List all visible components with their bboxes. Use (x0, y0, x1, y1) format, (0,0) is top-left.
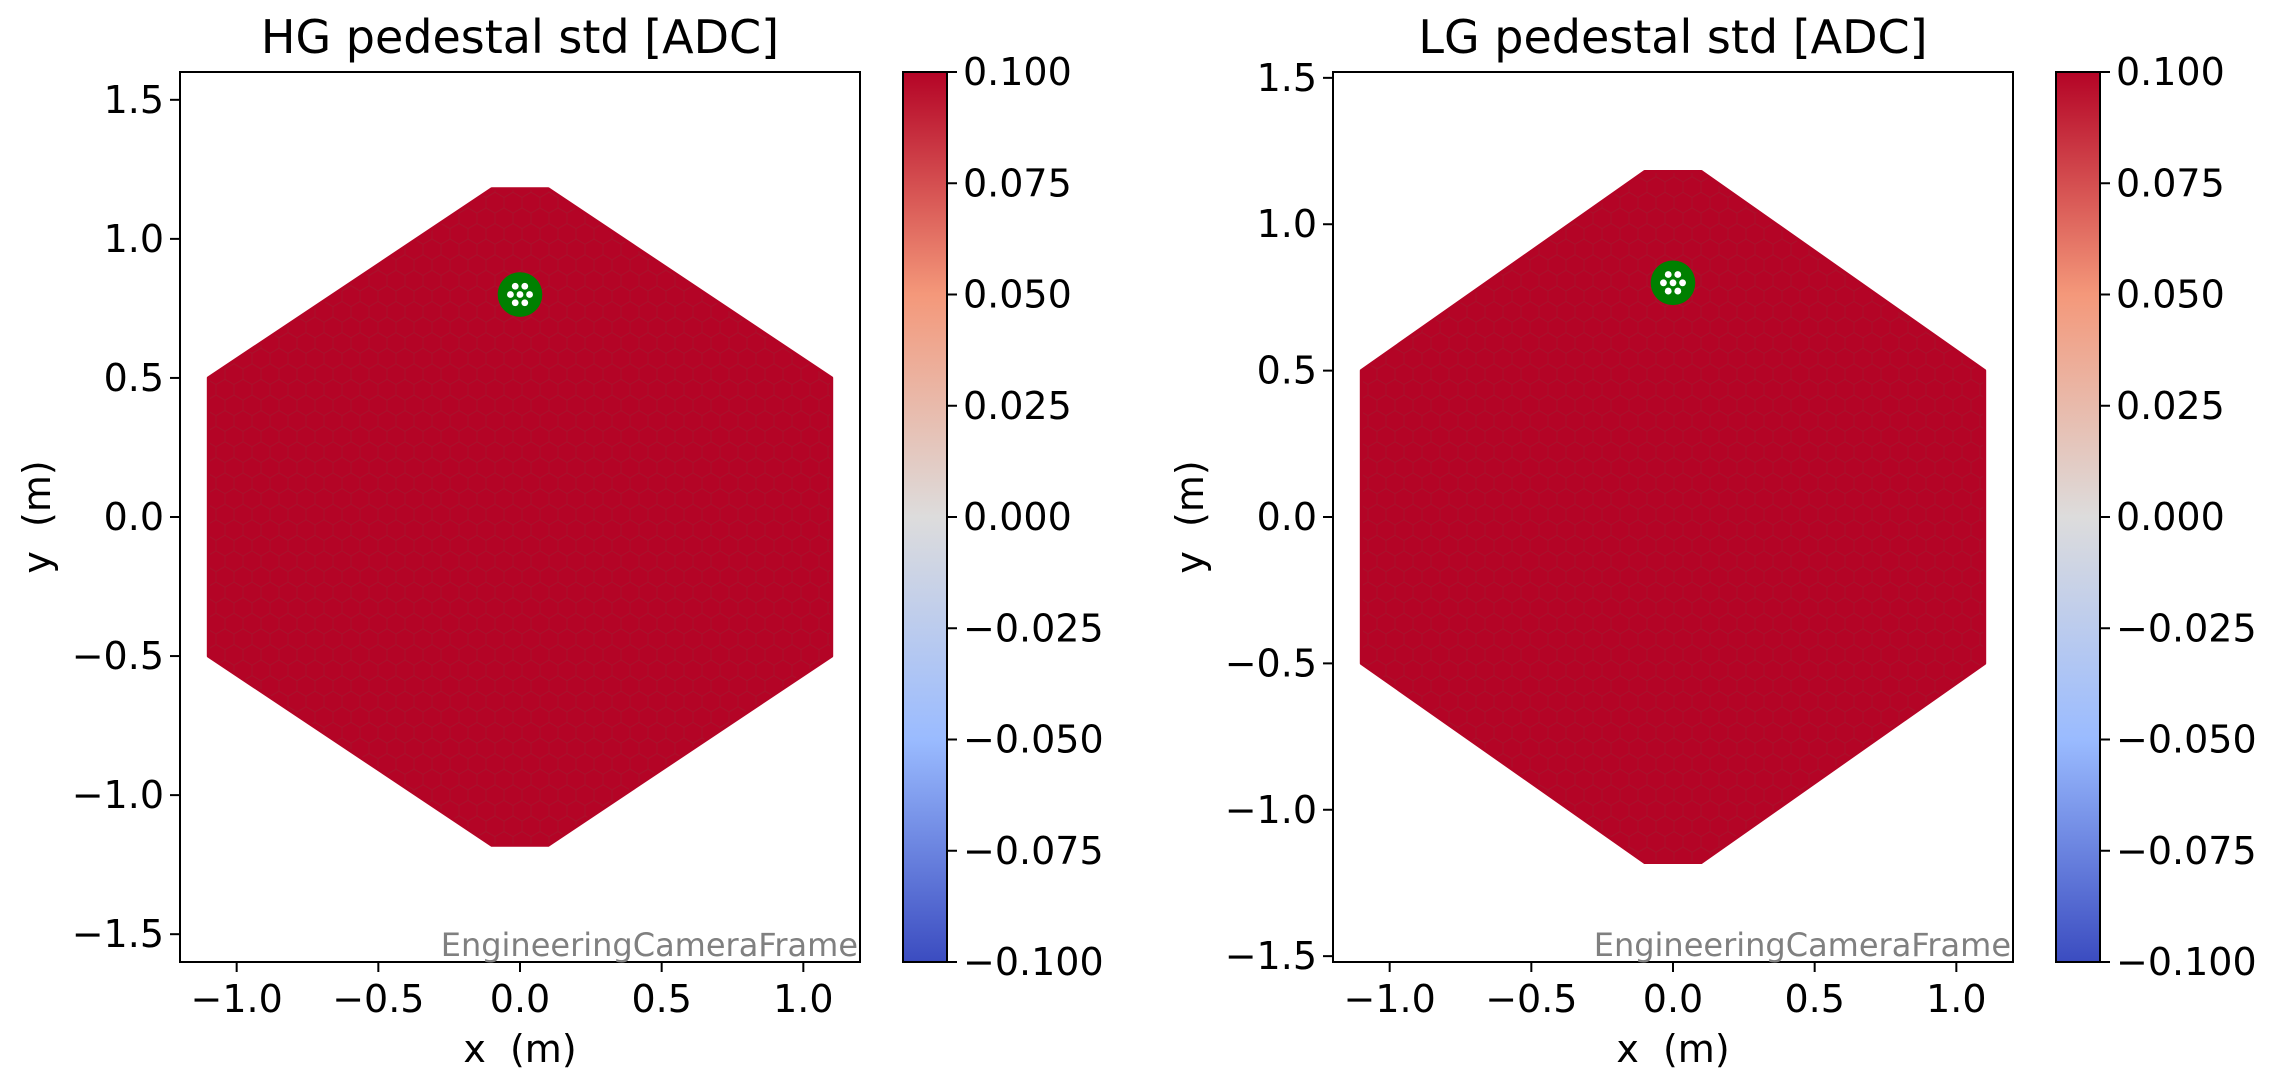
colorbar-tick-label: 0.025 (2116, 384, 2225, 428)
colorbar-tick-label: 0.100 (963, 50, 1072, 94)
frame-label: EngineeringCameraFrame (441, 926, 858, 964)
x-tick-label: 1.0 (773, 977, 833, 1021)
camera-plot (1359, 170, 1987, 864)
colorbar-tick-label: 0.050 (2116, 273, 2225, 317)
colorbar-tick-label: −0.050 (963, 718, 1104, 762)
x-axis: −1.0 −0.5 0.0 0.5 1.0 (191, 962, 834, 1021)
colorbar (902, 71, 948, 963)
y-tick-label: −1.0 (1225, 788, 1317, 832)
colorbar-tick-label: 0.100 (2116, 50, 2225, 94)
x-tick-label: −1.0 (191, 977, 283, 1021)
y-tick-label: −1.5 (1225, 934, 1317, 978)
colorbar-tick-label: −0.075 (2116, 829, 2257, 873)
y-axis-label: y (m) (15, 460, 59, 573)
y-tick-label: 0.0 (1257, 495, 1317, 539)
x-tick-label: −0.5 (1485, 977, 1577, 1021)
colorbar-tick-label: 0.050 (963, 273, 1072, 317)
colorbar-tick-label: 0.000 (2116, 495, 2225, 539)
camera-pixels (206, 187, 834, 847)
colorbar-tick-label: 0.000 (963, 495, 1072, 539)
colorbar-tick-label: 0.075 (2116, 161, 2225, 205)
x-tick-label: 0.5 (631, 977, 691, 1021)
frame-label: EngineeringCameraFrame (1594, 926, 2011, 964)
x-tick-label: 0.5 (1784, 977, 1844, 1021)
panel-lg: LG pedestal std [ADC] −1.0 −0.5 0.0 0.5 1.0 … (1168, 10, 2257, 1071)
colorbar-tick-label: −0.025 (963, 606, 1104, 650)
highlighted-pixels (497, 272, 543, 317)
colorbar-tick-label: −0.075 (963, 829, 1104, 873)
y-tick-label: −0.5 (72, 634, 164, 678)
colorbar-tick-label: −0.100 (963, 940, 1104, 984)
highlighted-pixels (1650, 260, 1696, 306)
y-tick-label: 0.5 (1257, 349, 1317, 393)
colorbar-tick-label: −0.050 (2116, 718, 2257, 762)
x-tick-label: 1.0 (1926, 977, 1986, 1021)
x-tick-label: 0.0 (1643, 977, 1703, 1021)
colorbar (2055, 71, 2101, 963)
panel-hg: HG pedestal std [ADC] −1.0 −0.5 0.0 0.5 1.0 … (15, 10, 1104, 1071)
colorbar-ticks: 0.100 0.075 0.050 0.025 0.000 −0.025 −0.050 −0.… (2100, 50, 2257, 984)
colorbar-tick-label: −0.025 (2116, 606, 2257, 650)
y-axis: −1.5 −1.0 −0.5 0.0 0.5 1.0 1.5 (72, 78, 180, 956)
colorbar-tick-label: 0.075 (963, 161, 1072, 205)
x-axis: −1.0 −0.5 0.0 0.5 1.0 (1344, 962, 1987, 1021)
x-tick-label: 0.0 (490, 977, 550, 1021)
camera-plot (206, 187, 834, 847)
y-tick-label: −0.5 (1225, 641, 1317, 685)
y-tick-label: 1.5 (104, 78, 164, 122)
y-tick-label: −1.0 (72, 773, 164, 817)
y-axis: −1.5 −1.0 −0.5 0.0 0.5 1.0 1.5 (1225, 56, 1333, 978)
x-tick-label: −1.0 (1344, 977, 1436, 1021)
y-tick-label: 1.0 (1257, 202, 1317, 246)
y-tick-label: 0.5 (104, 356, 164, 400)
y-tick-label: 0.0 (104, 495, 164, 539)
x-tick-label: −0.5 (332, 977, 424, 1021)
chart-title: HG pedestal std [ADC] (261, 10, 779, 64)
y-tick-label: 1.5 (1257, 56, 1317, 100)
y-axis-label: y (m) (1168, 460, 1212, 573)
x-axis-label: x (m) (463, 1027, 576, 1071)
camera-pixels (1359, 170, 1987, 864)
chart-title: LG pedestal std [ADC] (1418, 10, 1927, 64)
colorbar-tick-label: −0.100 (2116, 940, 2257, 984)
x-axis-label: x (m) (1616, 1027, 1729, 1071)
y-tick-label: −1.5 (72, 912, 164, 956)
colorbar-ticks: 0.100 0.075 0.050 0.025 0.000 −0.025 −0.050 −0.… (947, 50, 1104, 984)
colorbar-tick-label: 0.025 (963, 384, 1072, 428)
y-tick-label: 1.0 (104, 217, 164, 261)
